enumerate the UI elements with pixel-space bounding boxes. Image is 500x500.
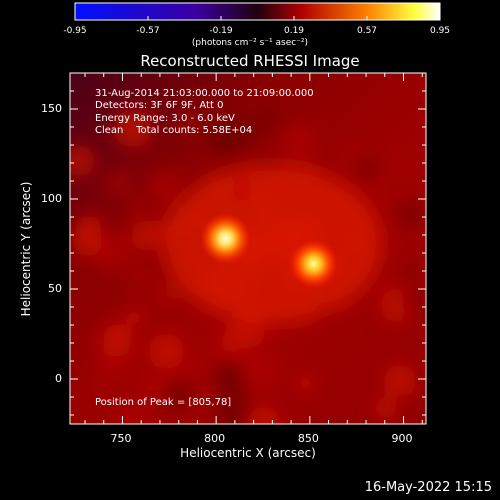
info-line: Clean Total counts: 5.58E+04 [95,124,253,136]
y-tick-label: 0 [55,372,62,385]
background-blob [122,117,138,132]
y-tick-label: 150 [41,102,62,115]
colorbar-tick-label: 0.57 [356,26,378,36]
background-blob [354,157,377,180]
background-blob [130,219,163,251]
background-blob [295,374,315,393]
background-blob [243,353,280,390]
background-blob [147,170,181,204]
colorbar-tick-label: 0.95 [429,26,451,36]
background-blob [158,404,172,417]
background-blob [280,128,304,152]
plot-frame [69,72,427,425]
info-line: Detectors: 3F 6F 9F, Att 0 [95,100,224,112]
background-blob [397,201,423,227]
background-blob [214,395,252,424]
background-blob [164,380,194,410]
background-blob [93,231,133,271]
colorbar-tick-label: 0.19 [283,26,305,36]
peak-position-label: Position of Peak = [805,78] [95,397,232,408]
background-blob [75,215,101,241]
emission-source [200,213,251,264]
background-blob [148,333,185,370]
colorbar-tick-label: -0.95 [63,26,87,36]
background-blob [256,109,278,132]
colorbar-tick-label: -0.19 [209,26,233,36]
background-blob [218,370,247,399]
background-blob [129,201,143,214]
colorbar-tick-label: -0.57 [136,26,160,36]
background-blob [383,364,417,398]
background-blob [343,147,360,164]
y-tick-label: 100 [41,192,62,205]
background-glow [162,164,383,324]
background-blob [405,266,419,280]
info-line: 31-Aug-2014 21:03:00.000 to 21:09:00.000 [95,88,314,99]
timestamp: 16-May-2022 15:15 [364,480,492,495]
x-tick-label: 750 [110,432,132,445]
x-tick-label: 800 [204,432,226,445]
y-axis-label: Heliocentric Y (arcsec) [19,181,33,317]
background-blob [126,308,145,327]
background-blob [118,407,143,424]
x-axis-label: Heliocentric X (arcsec) [180,446,316,460]
x-tick-label: 850 [297,432,319,445]
chart-title: Reconstructed RHESSI Image [140,52,360,70]
observation-info: 31-Aug-2014 21:03:00.000 to 21:09:00.000… [95,88,314,137]
emission-source [289,239,338,288]
background-blob [70,145,95,177]
background-blob [106,170,131,195]
background-blob [160,287,177,303]
background-blob [90,379,105,395]
background-blob [249,405,279,424]
background-blob [180,114,195,129]
background-blob [207,116,247,157]
x-tick-label: 900 [391,432,413,445]
background-blob [374,396,398,420]
colorbar-units: (photons cm⁻² s⁻¹ asec⁻²) [191,38,309,48]
background-blob [142,375,168,401]
background-blob [103,323,132,353]
y-tick-label: 50 [48,282,62,295]
background-blob [130,266,152,288]
info-line: Energy Range: 3.0 - 6.0 keV [95,112,235,124]
colorbar [74,2,441,21]
colorbar-fill [74,2,441,21]
background-blob [401,291,424,314]
